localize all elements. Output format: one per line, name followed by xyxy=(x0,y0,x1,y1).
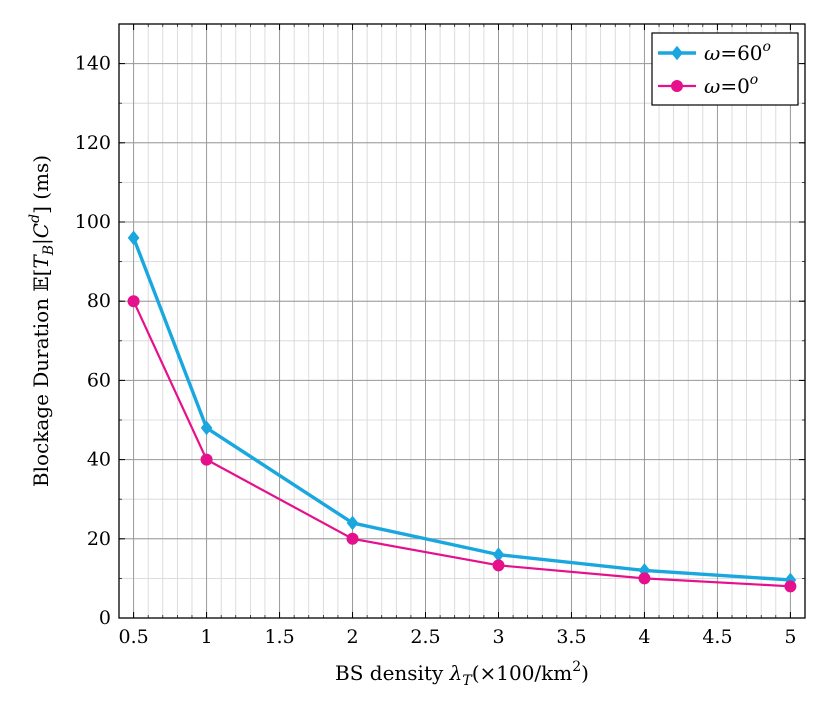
legend-label-value: =0 xyxy=(720,74,749,98)
y-tick-label: 140 xyxy=(75,53,111,75)
x-tick-label: 4.5 xyxy=(702,626,732,648)
x-tick-label: 3 xyxy=(492,626,504,648)
series-line xyxy=(132,300,791,588)
minor-grid xyxy=(118,23,806,619)
y-tick-label: 0 xyxy=(99,607,111,629)
legend-label-symbol: ω xyxy=(704,74,720,98)
x-tick-label: 1 xyxy=(201,626,213,648)
series-2 xyxy=(127,295,797,593)
legend-label-sup: o xyxy=(750,72,758,88)
x-axis-title-symbol-sub: T xyxy=(462,673,473,689)
y-axis-title-expectation: 𝔼[ xyxy=(29,269,53,292)
y-axis-title: Blockage Duration 𝔼[TB|Cd] (ms) xyxy=(27,155,57,487)
legend-label-value: =60 xyxy=(720,41,762,65)
y-axis-title-close: ] xyxy=(29,206,53,214)
legend-label: ω=60o xyxy=(704,39,771,65)
major-grid xyxy=(119,24,805,619)
y-axis-title-unit: (ms) xyxy=(29,155,53,206)
x-tick-label: 4 xyxy=(638,626,650,648)
legend-diamond-marker xyxy=(671,45,683,61)
y-tick-label: 120 xyxy=(75,132,111,154)
legend-circle-marker xyxy=(671,80,683,92)
x-tick-label: 3.5 xyxy=(556,626,586,648)
circle-marker xyxy=(200,453,213,466)
x-tick-labels: 0.5 1 1.5 2 2.5 3 3.5 4 4.5 5 xyxy=(118,626,796,648)
legend-label: ω=0o xyxy=(704,72,758,98)
legend-entry-2: ω=0o xyxy=(658,72,758,98)
legend-box xyxy=(651,32,799,106)
x-tick-label: 0.5 xyxy=(118,626,148,648)
y-tick-label: 80 xyxy=(87,290,111,312)
diamond-marker xyxy=(200,420,213,436)
plot-frame xyxy=(118,23,806,619)
legend-entry-1: ω=60o xyxy=(658,39,771,65)
x-axis-title-symbol: λ xyxy=(449,661,463,685)
y-axis-title-t-sub: B xyxy=(41,245,57,256)
series-1 xyxy=(127,230,797,588)
y-tick-label: 60 xyxy=(87,369,111,391)
circle-marker xyxy=(346,532,359,545)
x-axis-title-suffix-sup: 2 xyxy=(572,659,581,675)
x-axis-title-close: ) xyxy=(581,661,589,685)
circle-marker xyxy=(784,580,797,593)
diamond-marker xyxy=(127,230,140,246)
x-axis-title-suffix: (×100/km xyxy=(472,661,573,685)
x-tick-label: 5 xyxy=(784,626,796,648)
x-axis-title-prefix: BS density xyxy=(335,661,450,685)
y-axis-title-c-sup: d xyxy=(27,214,43,223)
series-line xyxy=(132,237,791,582)
diamond-marker xyxy=(492,547,505,562)
y-tick-label: 100 xyxy=(75,211,111,233)
x-tick-label: 1.5 xyxy=(264,626,294,648)
x-tick-label: 2 xyxy=(346,626,358,648)
circle-marker xyxy=(492,559,505,572)
y-tick-label: 20 xyxy=(87,528,111,550)
diamond-marker xyxy=(346,515,359,531)
y-axis-title-prefix: Blockage Duration xyxy=(29,292,53,488)
circle-marker xyxy=(127,295,140,308)
y-axis-title-bar: | xyxy=(29,238,54,245)
circle-marker xyxy=(638,572,651,585)
y-axis-title-c: C xyxy=(29,223,53,238)
y-axis-title-t: T xyxy=(29,254,53,269)
legend-label-sup: o xyxy=(763,39,771,55)
y-tick-label: 40 xyxy=(87,449,111,471)
x-axis-title: BS density λT(×100/km2) xyxy=(335,659,589,689)
series-layer xyxy=(127,230,797,593)
x-tick-label: 2.5 xyxy=(410,626,440,648)
y-tick-labels: 0 20 40 60 80 100 120 140 xyxy=(75,53,111,629)
legend-label-symbol: ω xyxy=(704,41,720,65)
axis-ticks xyxy=(118,23,806,619)
